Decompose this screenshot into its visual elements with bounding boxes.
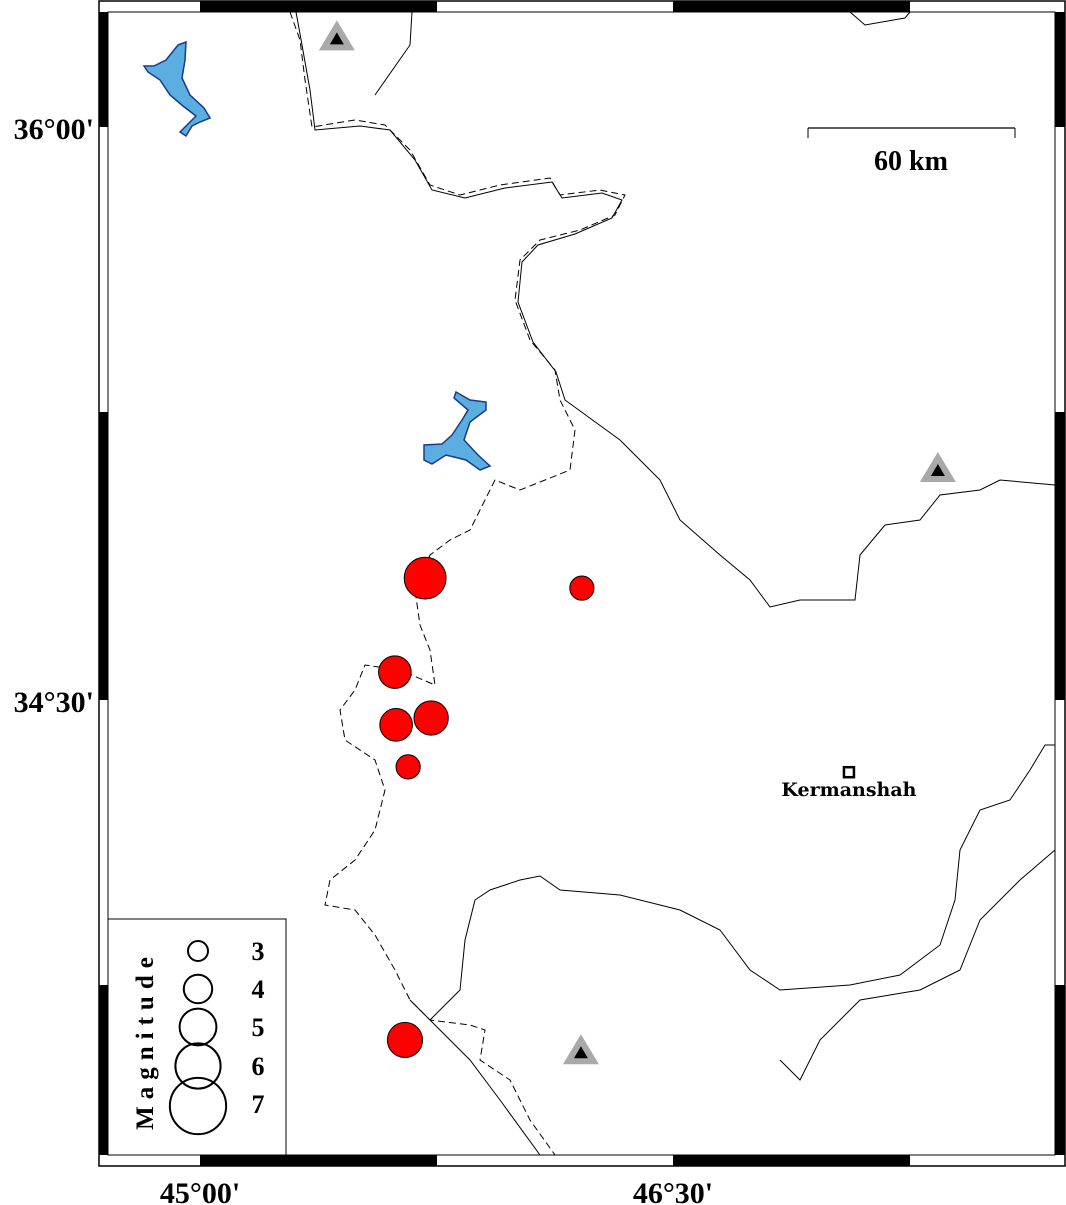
international-border — [289, 11, 626, 1156]
scale-bar-label: 60 km — [874, 146, 948, 177]
earthquakes — [378, 556, 595, 1059]
earthquake-marker — [379, 708, 413, 742]
scale-bar: 60 km — [807, 127, 1016, 177]
cities: Kermanshah — [781, 765, 917, 801]
frame-segment — [673, 1155, 910, 1166]
borders — [289, 11, 1056, 1156]
lon-tick-label: 46°30' — [633, 1177, 713, 1205]
provincial-border — [849, 11, 911, 26]
legend-circle — [178, 1007, 218, 1047]
frame-segment — [99, 12, 108, 127]
provincial-border — [429, 899, 476, 1021]
frame-segment — [1055, 12, 1065, 127]
volcano-icon — [562, 1034, 599, 1065]
legend-circle — [168, 1076, 228, 1136]
frame-segment — [99, 412, 108, 700]
city-marker — [842, 765, 856, 779]
legend-label: 3 — [252, 937, 265, 966]
volcanoes — [318, 20, 956, 1065]
earthquake-marker — [378, 655, 412, 689]
lake — [142, 40, 212, 138]
lake — [423, 390, 492, 471]
legend-circle — [187, 940, 209, 962]
legend-label: 5 — [252, 1013, 265, 1042]
volcano-icon — [318, 20, 355, 51]
legend-circle — [182, 973, 214, 1005]
frame-segment — [200, 1, 437, 12]
provincial-border — [374, 11, 413, 96]
earthquake-marker — [386, 1021, 424, 1059]
earthquake-marker — [413, 700, 449, 736]
frame-segment — [673, 1, 910, 12]
legend-circle — [174, 1042, 222, 1090]
city-label: Kermanshah — [781, 779, 916, 801]
frame-segment — [1055, 412, 1065, 700]
legend: Magnitude 3 4 5 6 7 — [107, 918, 287, 1156]
lat-tick-label: 36°00' — [14, 113, 94, 146]
legend-label: 4 — [252, 975, 265, 1004]
frame-segment — [200, 1155, 437, 1166]
provincial-border — [779, 849, 1056, 1081]
lakes — [142, 40, 492, 471]
volcano-icon — [919, 452, 956, 483]
earthquake-marker — [403, 556, 447, 600]
legend-title: Magnitude — [132, 950, 159, 1130]
earthquake-marker — [569, 575, 595, 601]
lat-tick-label: 34°30' — [14, 686, 94, 719]
provincial-border — [295, 11, 1056, 608]
legend-label: 7 — [252, 1090, 265, 1119]
provincial-border — [474, 744, 1055, 991]
legend-label: 6 — [252, 1052, 265, 1081]
frame-segment — [99, 985, 108, 1155]
earthquake-marker — [395, 754, 421, 780]
frame-ticks — [99, 1, 1065, 1166]
frame-segment — [1055, 985, 1065, 1155]
lon-tick-label: 45°00' — [160, 1177, 240, 1205]
